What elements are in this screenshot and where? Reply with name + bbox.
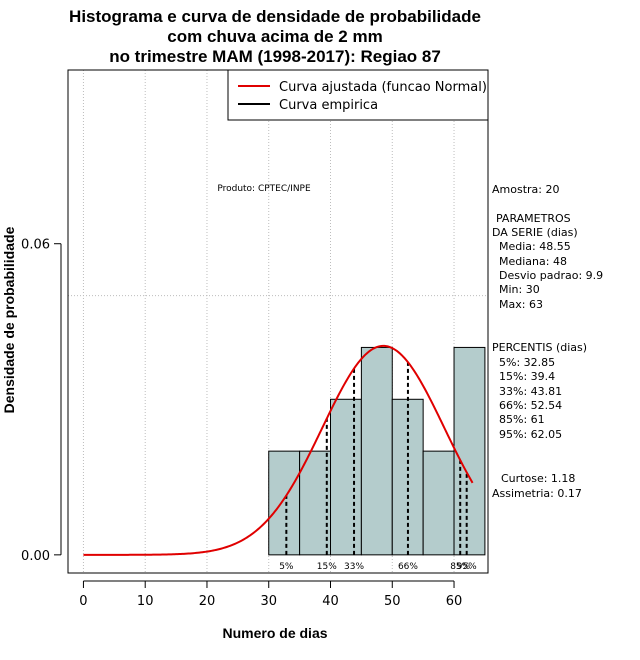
y-axis-label: Densidade de probabilidade [1, 226, 17, 413]
x-tick-label-50: 50 [384, 594, 401, 609]
stat-parametros-subtitle: DA SERIE (dias) [492, 226, 578, 239]
histogram-bar-6 [422, 450, 455, 556]
stat-amostra: Amostra: 20 [492, 183, 559, 196]
stat-desvio: Desvio padrao: 9.9 [499, 269, 603, 282]
histogram-bar-4 [360, 346, 393, 556]
stat-p5: 5%: 32.85 [499, 356, 555, 369]
legend-label-empirical: Curva empirica [279, 98, 378, 113]
y-axis: 0.00 0.06 [21, 238, 62, 564]
x-tick-label-20: 20 [199, 594, 216, 609]
x-tick-label-10: 10 [137, 594, 154, 609]
stat-p33: 33%: 43.81 [499, 385, 562, 398]
stat-p66: 66%: 52.54 [499, 399, 562, 412]
histogram-bar-7 [453, 346, 486, 556]
stat-percentis-title: PERCENTIS (dias) [492, 341, 587, 354]
stat-p15: 15%: 39.4 [499, 370, 555, 383]
stat-max: Max: 63 [499, 298, 543, 311]
y-tick-label-1: 0.06 [21, 238, 50, 253]
grid-lines [68, 70, 488, 573]
stat-mediana: Mediana: 48 [499, 255, 567, 268]
chart-title-line-1: Histograma e curva de densidade de proba… [69, 7, 481, 26]
legend-box [227, 69, 489, 121]
fitted-normal-curve [83, 344, 474, 556]
percentile-lines [285, 362, 468, 555]
x-axis: 0 10 20 30 40 50 60 [79, 580, 463, 609]
stat-parametros-title: PARAMETROS [496, 212, 571, 225]
x-tick-label-40: 40 [322, 594, 339, 609]
percentile-labels: 5% 15% 33% 66% 85%95% [279, 562, 477, 572]
histogram-bar-3 [330, 398, 362, 556]
chart-title-line-2: com chuva acima de 2 mm [167, 27, 382, 46]
stat-p85: 85%: 61 [499, 413, 545, 426]
stat-min: Min: 30 [499, 283, 540, 296]
percentile-label-15: 15% [317, 562, 337, 572]
percentile-label-5: 5% [279, 562, 294, 572]
percentile-label-95: 95% [457, 562, 477, 572]
y-tick-label-0: 0.00 [21, 549, 50, 564]
histogram-bar-1 [268, 450, 301, 556]
histogram-bars [268, 346, 486, 556]
stat-p95: 95%: 62.05 [499, 428, 562, 441]
percentile-label-33: 33% [344, 562, 364, 572]
percentile-label-66: 66% [398, 562, 418, 572]
histogram-bar-2 [299, 450, 331, 556]
legend-label-fitted: Curva ajustada (funcao Normal) [279, 80, 487, 95]
x-tick-label-30: 30 [260, 594, 277, 609]
stat-curtose: Curtose: 1.18 [501, 472, 575, 485]
chart-title-line-3: no trimestre MAM (1998-2017): Regiao 87 [109, 47, 441, 66]
percentile-label-85: 85% [450, 562, 470, 572]
stat-assimetria: Assimetria: 0.17 [492, 487, 582, 500]
legend: Curva ajustada (funcao Normal) Curva emp… [227, 69, 489, 121]
x-tick-label-60: 60 [446, 594, 463, 609]
product-annotation: Produto: CPTEC/INPE [217, 184, 311, 194]
stat-media: Media: 48.55 [499, 240, 571, 253]
x-axis-label: Numero de dias [222, 625, 327, 641]
stats-panel: Amostra: 20 PARAMETROS DA SERIE (dias) M… [492, 183, 603, 500]
x-tick-label-0: 0 [79, 594, 87, 609]
